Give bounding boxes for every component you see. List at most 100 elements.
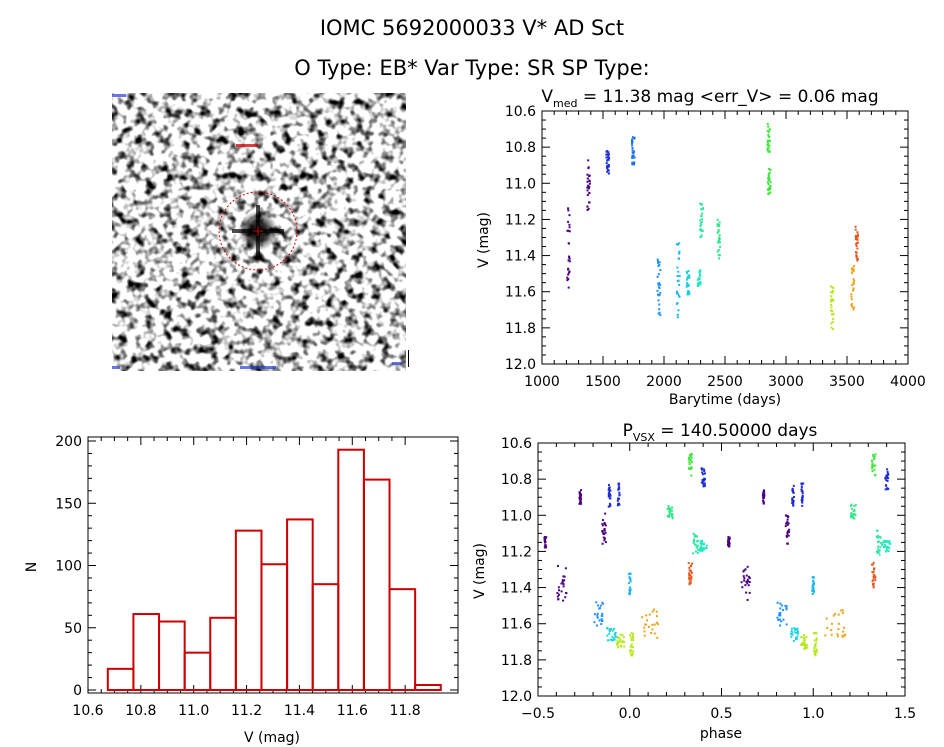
lightcurve-point: [767, 146, 770, 149]
phased-point: [688, 581, 691, 584]
phased-point: [703, 472, 706, 475]
phased-point: [814, 631, 817, 634]
lightcurve-point: [688, 290, 691, 293]
phased-point: [800, 485, 803, 488]
phased-point: [611, 629, 614, 632]
lightcurve-point: [718, 236, 721, 239]
phased-point: [545, 536, 548, 539]
lightcurve-plot-frame: [541, 110, 909, 365]
phased-point: [886, 545, 889, 548]
lightcurve-point: [830, 303, 833, 306]
lightcurve-point: [631, 151, 634, 154]
phased-point: [776, 601, 779, 604]
phased-point: [778, 614, 781, 617]
phased-point: [630, 632, 633, 635]
lightcurve-point: [856, 258, 859, 261]
phased-point: [701, 468, 704, 471]
lightcurve-point: [768, 150, 771, 153]
lightcurve-point: [568, 256, 571, 259]
phased-point: [885, 547, 888, 550]
phased-point: [557, 589, 560, 592]
lightcurve-point: [831, 313, 834, 316]
phased-point: [871, 462, 874, 465]
lightcurve-point: [607, 172, 610, 175]
lightcurve-point: [657, 293, 660, 296]
lightcurve-point: [631, 140, 634, 143]
phased-point: [811, 576, 814, 579]
phased-point: [814, 645, 817, 648]
phased-point: [652, 608, 655, 611]
lightcurve-point: [700, 223, 703, 226]
lightcurve-point: [656, 275, 659, 278]
phased-point: [803, 634, 806, 637]
phased-point: [872, 455, 875, 458]
phased-point: [703, 548, 706, 551]
phased-point: [643, 626, 646, 629]
phased-point: [800, 488, 803, 491]
phased-point: [870, 459, 873, 462]
lightcurve-point-group: [699, 202, 705, 239]
phased-point: [800, 489, 803, 492]
lightcurve-y-tick-label: 11.6: [505, 285, 536, 301]
lightcurve-y-label: V (mag): [476, 212, 492, 268]
phased-point: [796, 632, 799, 635]
lightcurve-point: [676, 243, 679, 246]
phased-point-group: [556, 565, 568, 602]
phased-point: [740, 581, 743, 584]
lightcurve-point: [856, 247, 859, 250]
phased-point: [700, 540, 703, 543]
phased-point: [689, 569, 692, 572]
histogram-bar: [209, 616, 237, 691]
phased-point: [690, 461, 693, 464]
lightcurve-point: [676, 316, 679, 319]
lightcurve-point: [607, 165, 610, 168]
histogram-x-tick-label: 10.8: [125, 703, 156, 719]
phased-point: [604, 524, 607, 527]
lightcurve-y-tick-label: 11.8: [505, 321, 536, 337]
lightcurve-point: [718, 234, 721, 237]
phased-point: [629, 580, 632, 583]
histogram-y-tick-label: 100: [55, 559, 82, 575]
phased-point: [609, 497, 612, 500]
lightcurve-point-group: [656, 258, 662, 316]
object-types-subtitle: O Type: EB* Var Type: SR SP Type:: [294, 56, 650, 80]
phased-point: [671, 514, 674, 517]
histogram-bar: [132, 613, 161, 691]
phased-point: [812, 588, 815, 591]
phased-point-group: [789, 627, 799, 642]
phased-point: [616, 646, 619, 649]
lightcurve-point: [700, 234, 703, 237]
lightcurve-point: [657, 283, 660, 286]
lightcurve-point: [686, 282, 689, 285]
lightcurve-point: [854, 228, 857, 231]
phased-point: [687, 562, 690, 565]
phased-point: [794, 628, 797, 631]
phased-point: [795, 628, 798, 631]
lightcurve-point: [856, 234, 859, 237]
phased-point: [879, 541, 882, 544]
lightcurve-point: [716, 223, 719, 226]
phased-point: [877, 534, 880, 537]
phased-point: [701, 479, 704, 482]
phased-point: [651, 628, 654, 631]
phased-point: [788, 528, 791, 531]
phased-point: [544, 541, 547, 544]
phased-point: [690, 466, 693, 469]
phased-point: [616, 641, 619, 644]
phased-point: [727, 538, 730, 541]
lightcurve-point: [850, 267, 853, 270]
phased-point: [778, 618, 781, 621]
phased-point: [747, 584, 750, 587]
lightcurve-point: [677, 294, 680, 297]
lightcurve-point: [675, 302, 678, 305]
lightcurve-point: [699, 225, 702, 228]
phased-point-group: [593, 601, 604, 627]
lightcurve-point: [831, 310, 834, 313]
phased-point: [601, 612, 604, 615]
phased-point: [885, 479, 888, 482]
phased-point: [691, 562, 694, 565]
lightcurve-point: [767, 192, 770, 195]
lightcurve-point: [717, 249, 720, 252]
phased-point: [763, 489, 766, 492]
phased-point: [804, 645, 807, 648]
